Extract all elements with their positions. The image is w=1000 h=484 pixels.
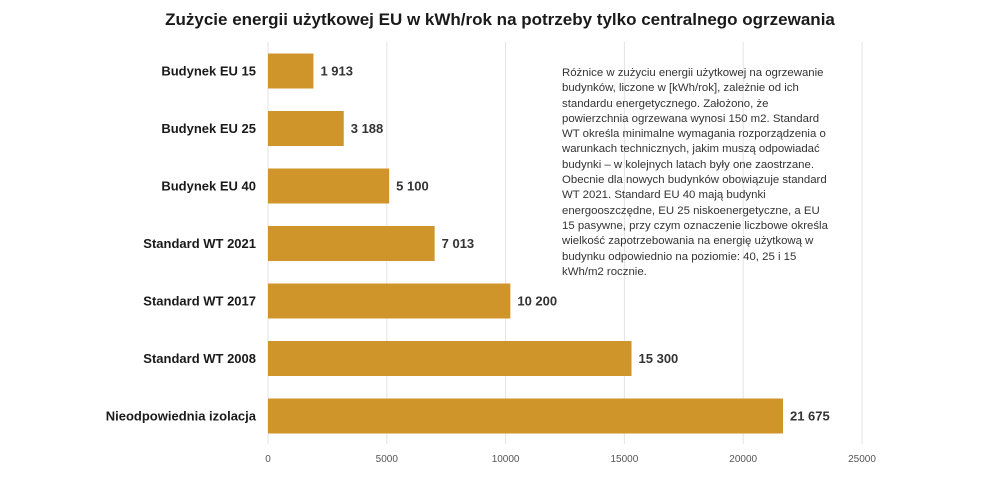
category-label: Standard WT 2017 [143,294,256,309]
data-label: 21 675 [790,409,830,424]
x-tick-label: 5000 [376,454,399,465]
bar [268,53,314,89]
bars [268,53,783,434]
data-label: 5 100 [396,179,429,194]
category-label: Budynek EU 40 [161,179,256,194]
bar [268,168,390,204]
data-label: 15 300 [639,351,679,366]
data-label: 7 013 [442,236,475,251]
x-tick-label: 20000 [729,454,757,465]
labels: 0 5000 10000 15000 20000 25000 Budynek EU 15 1 … [106,64,877,466]
x-tick-label: 10000 [492,454,520,465]
bar [268,398,783,434]
chart-title: Zużycie energii użytkowej EU w kWh/rok n… [165,10,835,29]
bar [268,341,632,376]
category-label: Budynek EU 25 [161,121,256,136]
chart-annotation: Różnice w zużyciu energii użytkowej na o… [562,67,828,278]
data-label: 1 913 [320,64,353,79]
bar [268,283,511,319]
data-label: 10 200 [517,294,557,309]
category-label: Standard WT 2021 [143,236,256,251]
x-tick-label: 15000 [610,454,638,465]
category-label: Nieodpowiednia izolacja [106,409,257,424]
category-label: Standard WT 2008 [143,351,256,366]
bar [268,111,344,146]
bar [268,226,435,261]
category-label: Budynek EU 15 [161,64,256,79]
x-tick-label: 25000 [848,454,876,465]
x-tick-label: 0 [265,454,271,465]
data-label: 3 188 [351,121,384,136]
